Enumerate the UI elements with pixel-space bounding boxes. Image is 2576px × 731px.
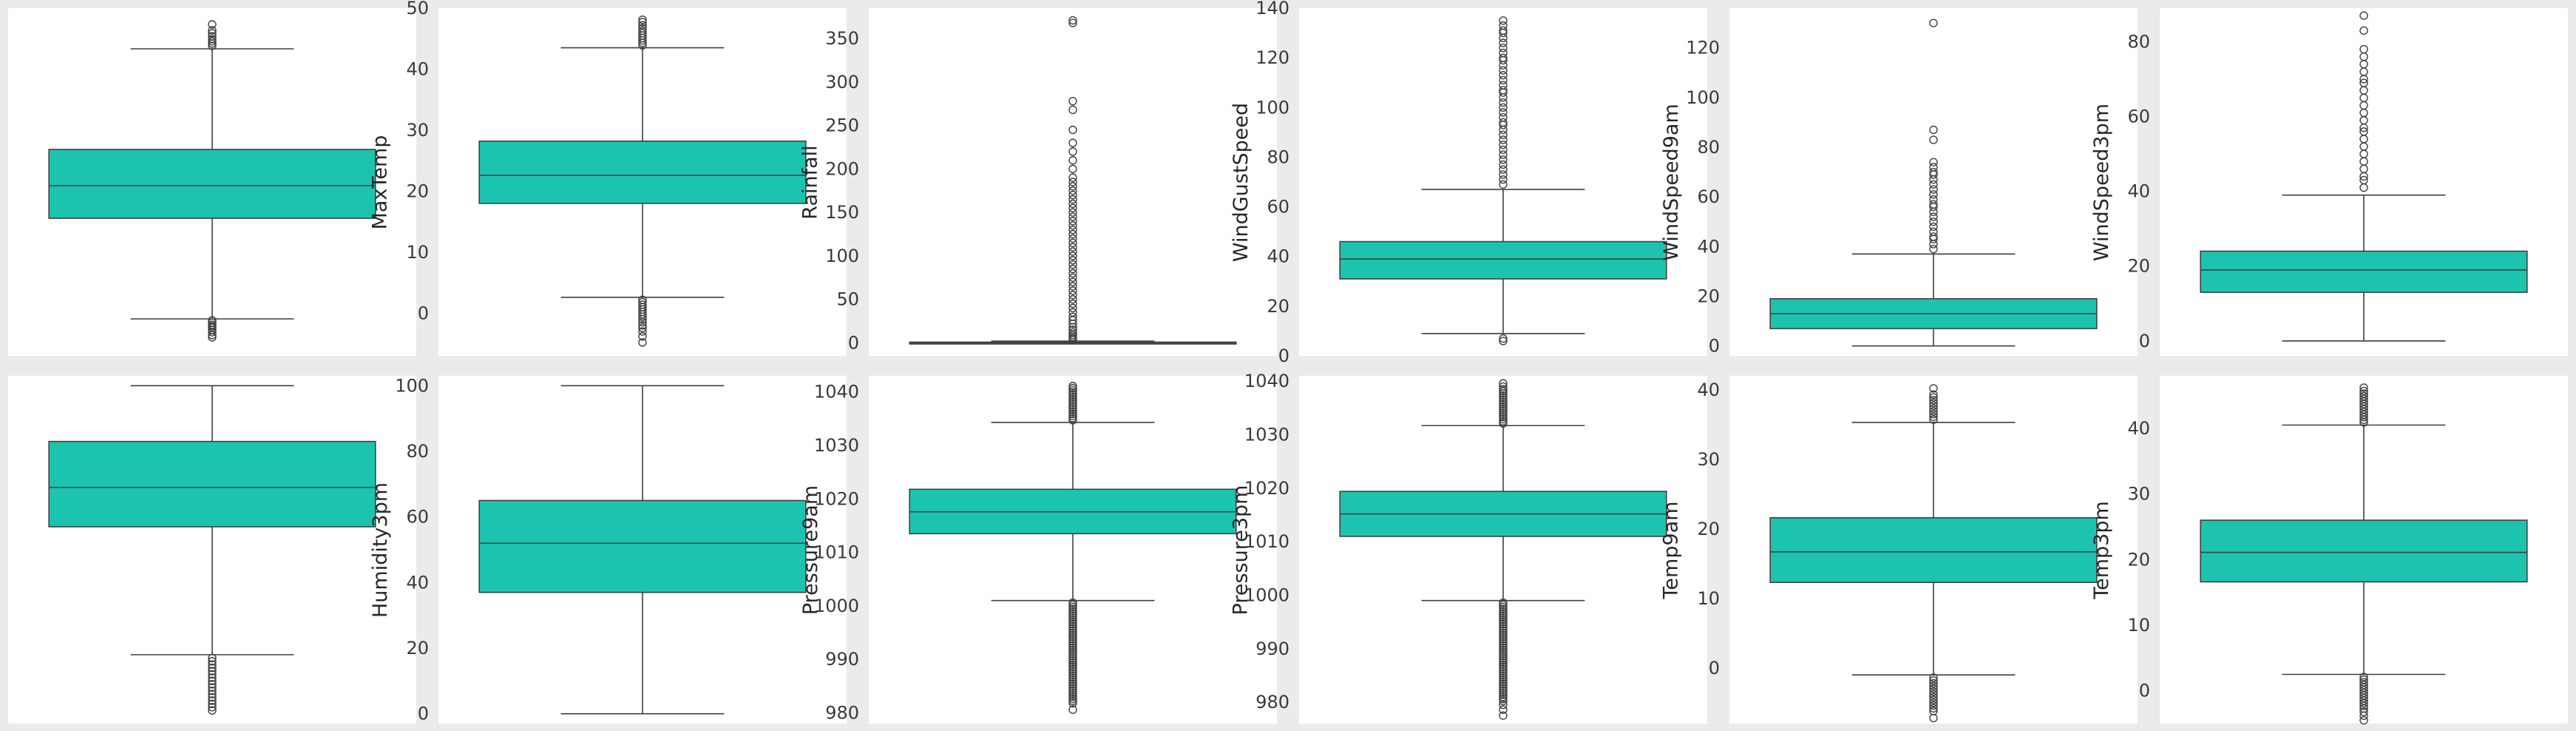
boxplot-panel	[2160, 376, 2568, 724]
y-axis-label: WindSpeed3pm	[2089, 103, 2113, 261]
boxplot-panel	[1729, 376, 2138, 724]
y-axis-label: Temp3pm	[2089, 500, 2113, 599]
y-axis-label: WindSpeed9am	[1659, 103, 1683, 261]
boxplot-panel	[8, 8, 416, 356]
y-tick-label: 0	[1709, 336, 1720, 357]
y-axis-label: MaxTemp	[368, 135, 392, 229]
y-tick-label: 0	[418, 704, 429, 724]
boxplot-panel	[1729, 8, 2138, 356]
boxplot-panel	[438, 8, 847, 356]
y-axis-label: WindGustSpeed	[1229, 102, 1253, 262]
boxplot-panel	[438, 376, 847, 724]
y-axis-label: Rainfall	[799, 144, 822, 220]
y-tick-label: 0	[1709, 658, 1720, 678]
boxplot-panel	[8, 376, 416, 724]
boxplot-panel	[869, 8, 1277, 356]
y-axis-label: Pressure3pm	[1229, 485, 1253, 615]
y-tick-label: 0	[418, 303, 429, 323]
y-axis-label: Humidity3pm	[368, 482, 392, 618]
boxplot-panel	[1299, 8, 1707, 356]
y-tick-label: 0	[1278, 346, 1289, 366]
y-tick-label: 0	[2139, 681, 2150, 701]
y-tick-label: 0	[848, 332, 859, 353]
boxplot-panel	[2160, 8, 2568, 356]
y-axis-label: Temp9am	[1659, 501, 1683, 599]
boxplot-panel	[869, 376, 1277, 724]
y-tick-label: 0	[2139, 331, 2150, 351]
y-axis-label: Pressure9am	[799, 485, 822, 615]
boxplot-panel	[1299, 376, 1707, 724]
